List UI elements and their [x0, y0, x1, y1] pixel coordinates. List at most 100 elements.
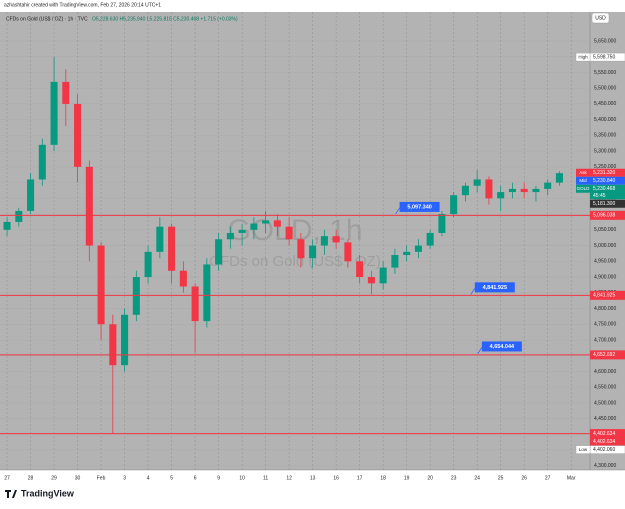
candle-body	[50, 81, 58, 145]
x-tick-label: 29	[51, 475, 57, 481]
y-tick-label: 4,550.000	[594, 385, 616, 391]
x-tick-label: 13	[310, 475, 316, 481]
candle-body	[391, 255, 399, 268]
candle-body	[426, 232, 434, 246]
y-tick-label: 5,050.000	[594, 227, 616, 233]
candle-body	[367, 277, 375, 284]
price-tag-name-box	[576, 168, 590, 177]
price-tag-name: Mid	[579, 178, 587, 183]
y-tick-label: 4,800.000	[594, 306, 616, 312]
brand-logo	[5, 490, 17, 498]
currency-button[interactable]	[591, 12, 610, 24]
watermark-title: GOLD, 1h	[227, 214, 362, 247]
candle-body	[238, 229, 246, 233]
callout-label: 4,841.925	[483, 285, 507, 291]
candle-body	[485, 179, 493, 199]
y-tick-label: 4,600.000	[594, 369, 616, 375]
candle-body	[121, 314, 129, 366]
brand: TradingView	[21, 488, 75, 498]
currency[interactable]: USD	[595, 15, 606, 21]
price-tag	[590, 437, 625, 446]
price-tag-name-box	[575, 52, 591, 62]
candle-body	[285, 226, 293, 240]
candle-body	[532, 188, 540, 193]
candle-body	[168, 226, 176, 271]
x-tick-label: Mar	[567, 475, 576, 481]
x-tick-label: 17	[357, 475, 363, 481]
x-tick-label: 24	[474, 475, 480, 481]
level-price-tag	[590, 350, 625, 360]
candle-body	[438, 214, 446, 233]
price-tag-label: 5,181.300	[593, 201, 615, 207]
candle-body	[109, 324, 117, 366]
candle-body	[403, 251, 411, 256]
x-tick-label: 9	[217, 475, 220, 481]
candle-body	[450, 195, 458, 215]
price-tag-name-box	[576, 176, 590, 185]
candle-body	[544, 182, 552, 189]
x-tick-label: 26	[521, 475, 527, 481]
x-tick-label: 11	[263, 475, 268, 481]
ohlc-line: O5,228.630 H5,235.940 L5,225.815 C5,230.…	[92, 16, 238, 22]
y-tick-label: 4,300.000	[594, 463, 616, 469]
price-tag	[590, 176, 625, 185]
candle-body	[38, 144, 46, 180]
candle-body	[414, 245, 422, 252]
x-tick-label: 25	[498, 475, 504, 481]
candle-body	[132, 277, 140, 315]
callout-box	[399, 201, 440, 212]
candle-body	[27, 179, 35, 211]
level-price-tag	[590, 210, 625, 220]
x-tick-label: Feb	[97, 475, 106, 481]
logo-icon	[5, 490, 17, 498]
x-tick-label: 20	[427, 475, 433, 481]
y-tick-label: 4,450.000	[594, 416, 616, 422]
countdown: 45:45	[593, 193, 606, 199]
y-tick-label: 4,700.000	[594, 337, 616, 343]
candle-body	[356, 261, 364, 278]
candle-body	[97, 245, 105, 325]
candle-body	[473, 179, 481, 186]
candle-body	[215, 239, 223, 265]
candle-body	[15, 210, 23, 222]
level-price-tag	[590, 290, 625, 300]
y-tick-label: 4,500.000	[594, 400, 616, 406]
callout-label: 4,654.044	[490, 344, 515, 350]
candle-body	[144, 251, 152, 278]
candle-body	[320, 236, 328, 246]
candle-body	[226, 232, 234, 240]
x-tick-label: 5	[170, 475, 173, 481]
x-tick-label: 28	[28, 475, 34, 481]
candle-body	[85, 166, 93, 246]
price-tag-name: High	[578, 54, 588, 59]
x-tick-label: 12	[286, 475, 292, 481]
y-tick-label: 5,250.000	[594, 164, 616, 170]
x-tick-label: 6	[194, 475, 197, 481]
price-tag-name: Ask	[579, 170, 587, 175]
candle-body	[203, 264, 211, 322]
candle-body	[3, 221, 11, 230]
y-tick-label: 5,450.000	[594, 101, 616, 107]
callout-label: 5,097.340	[407, 204, 431, 210]
callout-pointer	[395, 207, 400, 215]
symbol-line: CFDs on Gold (US$ / OZ) · 1h · TVC	[6, 16, 88, 22]
price-tag	[590, 199, 625, 208]
price-tag-label: 4,402.634	[593, 439, 615, 445]
x-tick-label: 27	[4, 475, 10, 481]
x-tick-label: 18	[380, 475, 386, 481]
callout-pointer	[477, 347, 483, 354]
candle-body	[62, 81, 70, 104]
price-tag-name-box	[576, 184, 590, 193]
candle-body	[156, 226, 164, 252]
price-tag-name: Low	[579, 447, 588, 452]
price-tag-label: 5,231.320	[593, 170, 615, 176]
candle-body	[262, 220, 270, 224]
candle-body	[379, 267, 387, 284]
price-tag-label: 5,598.750	[593, 54, 615, 60]
x-tick-label: 4	[147, 475, 150, 481]
price-tag-label: 5,230.468	[593, 186, 615, 192]
credit: azhashtahir created with TradingView.com…	[4, 2, 161, 8]
price-tag-label: 4,402.060	[593, 447, 615, 453]
x-tick-label: 27	[545, 475, 551, 481]
